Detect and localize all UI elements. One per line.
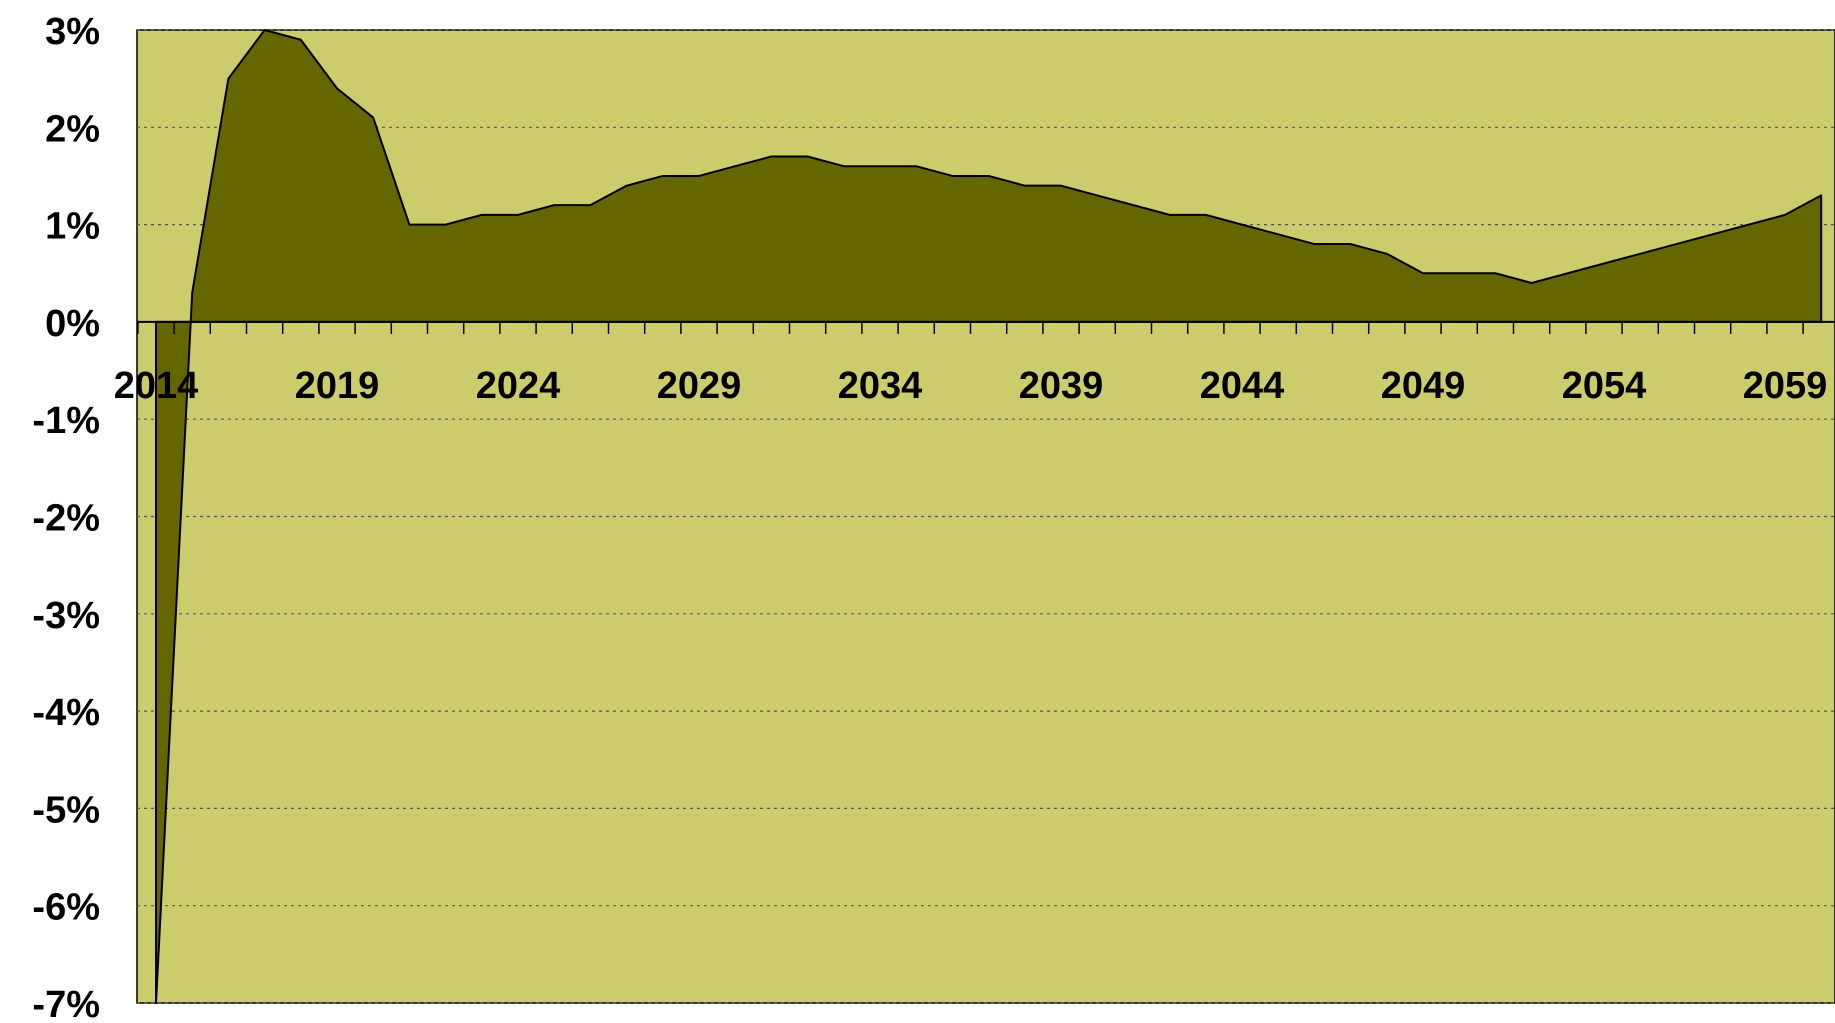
x-axis-ticks <box>137 321 1804 334</box>
y-tick-label: 1% <box>45 206 100 248</box>
x-tick-label: 2044 <box>1200 365 1285 407</box>
x-tick-label: 2014 <box>114 365 199 407</box>
x-tick-label: 2059 <box>1743 365 1828 407</box>
y-tick-label: -2% <box>32 498 100 540</box>
y-tick-label: 0% <box>45 303 100 345</box>
y-tick-label: -7% <box>32 984 100 1023</box>
y-tick-label: 3% <box>45 11 100 53</box>
y-tick-label: -6% <box>32 887 100 929</box>
y-tick-label: -1% <box>32 400 100 442</box>
y-tick-label: -4% <box>32 692 100 734</box>
y-tick-label: 2% <box>45 108 100 150</box>
x-tick-label: 2054 <box>1562 365 1647 407</box>
gridlines <box>137 29 1835 1004</box>
x-axis-labels: 2014 2019 2024 2029 2034 2039 2044 2049 2054 2059 <box>114 365 1828 407</box>
x-tick-label: 2024 <box>476 365 561 407</box>
y-axis-labels: 3% 2% 1% 0% -1% -2% -3% -4% -5% -6% -7% <box>32 11 100 1023</box>
x-tick-label: 2039 <box>1019 365 1104 407</box>
x-tick-label: 2029 <box>657 365 742 407</box>
y-tick-label: -3% <box>32 595 100 637</box>
x-tick-label: 2049 <box>1381 365 1466 407</box>
x-tick-label: 2034 <box>838 365 923 407</box>
y-tick-label: -5% <box>32 789 100 831</box>
data-area-series <box>155 29 1823 1004</box>
x-tick-label: 2019 <box>295 365 380 407</box>
